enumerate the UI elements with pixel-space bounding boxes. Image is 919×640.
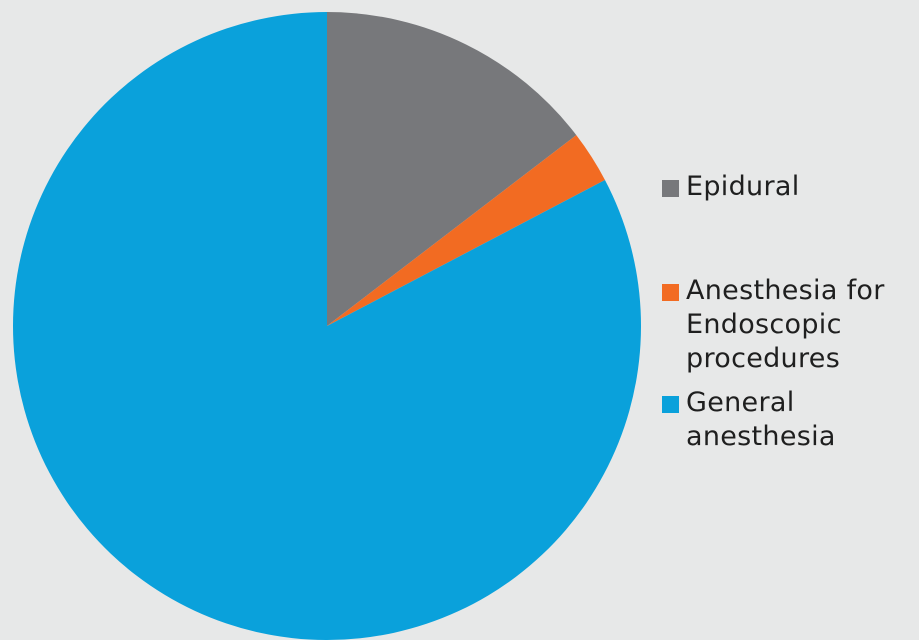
legend-label-epidural: Epidural [686, 171, 800, 202]
legend: Epidural Anesthesia for Endoscopic proce… [662, 170, 919, 454]
legend-swatch-epidural [662, 180, 679, 197]
legend-item-general: General anesthesia [662, 386, 919, 454]
legend-label-general: General anesthesia [686, 387, 836, 452]
legend-item-endoscopic: Anesthesia for Endoscopic procedures [662, 274, 919, 376]
pie-slice-epidural [327, 12, 577, 326]
pie-slices [12, 12, 641, 640]
legend-item-epidural: Epidural [662, 170, 919, 204]
legend-swatch-endoscopic [662, 284, 679, 301]
legend-swatch-general [662, 396, 679, 413]
pie-slice-general [12, 12, 641, 640]
pie-slice-endoscopic [327, 135, 605, 326]
legend-label-endoscopic: Anesthesia for Endoscopic procedures [686, 275, 885, 374]
